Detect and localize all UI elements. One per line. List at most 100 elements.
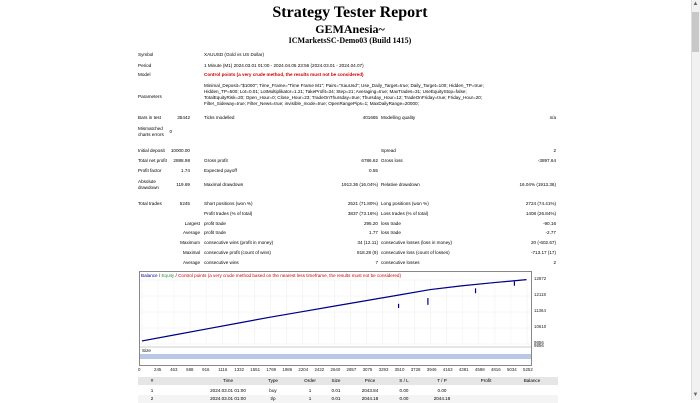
trades-table-header: # Time Type Order Size Price S / L T / P Profit B… (138, 377, 558, 385)
gross-loss-label: Gross loss (381, 158, 403, 163)
absolute-drawdown-label-2: drawdown (138, 185, 159, 190)
table-column-header: Size (331, 378, 341, 383)
relative-drawdown-label: Relative drawdown (381, 182, 420, 187)
profit-factor-label: Profit factor (138, 168, 162, 173)
table-column-header: Order (304, 378, 316, 383)
table-cell: 1 (308, 388, 312, 393)
profit-trades-label: Profit trades (% of total) (204, 211, 253, 216)
initial-deposit-value: 10000.00 (170, 148, 190, 153)
ticks-label: Ticks modelled (204, 115, 235, 120)
x-tick-label: 4381 (458, 367, 469, 372)
balance-line (141, 279, 527, 342)
x-tick-label: 1551 (250, 367, 261, 372)
table-cell: 2024.03.01 01:00 (210, 388, 246, 393)
average-consecutive-label: Average (182, 260, 200, 265)
balance-chart (139, 271, 532, 366)
scrollbar-thumb[interactable] (692, 12, 699, 52)
average-label: Average (182, 230, 200, 235)
size-band (140, 354, 531, 359)
x-tick-label: 4598 (474, 367, 485, 372)
table-column-header: Price (364, 378, 376, 383)
period-label: Period (138, 63, 152, 68)
x-tick-label: 4816 (490, 367, 501, 372)
x-tick-label: 3075 (362, 367, 373, 372)
maximal-drawdown-label: Maximal drawdown (204, 182, 244, 187)
max-consecutive-losses-label: consecutive losses (loss in money) (381, 240, 452, 245)
modelling-quality-value: n/a (549, 115, 556, 120)
avg-consecutive-wins-label: consecutive wins (204, 260, 239, 265)
equity-line (141, 279, 527, 342)
report-title: Strategy Tester Report (272, 4, 428, 21)
gross-loss-value: -3897.64 (537, 158, 556, 163)
largest-profit-label: profit trade (204, 221, 226, 226)
expected-payoff-label: Expected payoff (204, 168, 237, 173)
y-tick-label: 12872 (534, 276, 547, 281)
x-tick-label: 4163 (442, 367, 453, 372)
max-consecutive-wins-value: 34 (12.11) (357, 240, 378, 245)
x-tick-label: 2857 (346, 367, 357, 372)
average-profit-value: 1.77 (369, 230, 378, 235)
long-positions-label: Long positions (won %) (381, 201, 429, 206)
legend-separator: / (174, 273, 179, 278)
x-tick-label: 3510 (394, 367, 405, 372)
table-cell: 2043.84 (361, 388, 379, 393)
x-tick-label: 3946 (426, 367, 437, 372)
x-tick-label: 1769 (266, 367, 277, 372)
net-profit-value: 2888.98 (173, 158, 190, 163)
gross-profit-label: Gross profit (204, 158, 228, 163)
mismatched-label-2: charts errors (138, 132, 164, 137)
table-cell: 1 (308, 396, 312, 401)
mismatched-label-1: Mismatched (138, 126, 163, 131)
x-tick-label: 2422 (314, 367, 325, 372)
x-tick-label: 2640 (330, 367, 341, 372)
table-row: 2 2024.03.01 01:00 t/p 1 0.01 2044.18 0.00 2044… (138, 395, 558, 403)
relative-drawdown-value: 16.04% (1913.36) (519, 182, 556, 187)
spread-label: Spread (381, 148, 396, 153)
expected-payoff-value: 0.55 (369, 168, 378, 173)
table-cell: 0.01 (331, 396, 341, 401)
table-cell: 0.00 (399, 396, 409, 401)
short-positions-value: 2521 (71.80%) (347, 201, 378, 206)
y-tick-label: 12118 (534, 292, 546, 297)
loss-trades-value: 1408 (26.84%) (525, 211, 556, 216)
avg-consecutive-losses-value: 2 (553, 260, 556, 265)
avg-consecutive-wins-value: 7 (375, 260, 378, 265)
table-column-header: Type (268, 378, 278, 383)
y-tick-label: 9856 (534, 343, 544, 348)
table-cell: 2044.18 (433, 396, 451, 401)
x-tick-label: 1116 (218, 367, 228, 372)
x-tick-label: 3728 (410, 367, 421, 372)
parameters-line-2: Hidden_TP=500; Lot=0.01; LotMultiplikato… (204, 89, 467, 94)
table-cell: 2024.03.01 01:00 (210, 396, 246, 401)
profit-factor-value: 1.74 (181, 168, 190, 173)
average-loss-value: -2.77 (545, 230, 556, 235)
scroll-up-arrow-icon[interactable]: ▲ (692, 1, 699, 7)
table-cell: buy (269, 388, 277, 393)
scroll-down-arrow-icon[interactable]: ▼ (692, 392, 699, 398)
legend-balance: Balance (141, 273, 158, 278)
legend-equity: Equity (161, 273, 175, 278)
table-cell: 1 (150, 388, 154, 393)
parameters-label: Parameters (138, 94, 162, 99)
largest-profit-value: 295.20 (363, 221, 378, 226)
table-cell: 0.00 (399, 388, 409, 393)
maximal-consecutive-profit-value: 818.28 (9) (357, 250, 378, 255)
maximal-consecutive-loss-label: consecutive loss (count of losses) (381, 250, 450, 255)
x-tick-label: 3293 (378, 367, 389, 372)
largest-loss-label: loss trade (381, 221, 401, 226)
x-tick-label: 1332 (234, 367, 245, 372)
table-column-header: Balance (523, 378, 541, 383)
legend-note: Control points (a very crude method base… (178, 273, 401, 278)
net-profit-label: Total net profit (138, 158, 167, 163)
parameters-line-1: Minimal_Deposit="$1000"; Time_Frame="Tim… (204, 83, 484, 88)
initial-deposit-label: Initial deposit (138, 148, 165, 153)
average-profit-label: profit trade (204, 230, 226, 235)
table-column-header: Time (222, 378, 234, 383)
model-value: Control points (a very crude method, the… (204, 72, 364, 77)
x-tick-label: 5252 (523, 367, 533, 372)
table-column-header: S / L (399, 378, 409, 383)
long-positions-value: 2724 (74.41%) (525, 201, 556, 206)
table-cell: 0.00 (437, 388, 447, 393)
vertical-scrollbar[interactable] (691, 0, 700, 400)
table-column-header: Profit (480, 378, 492, 383)
